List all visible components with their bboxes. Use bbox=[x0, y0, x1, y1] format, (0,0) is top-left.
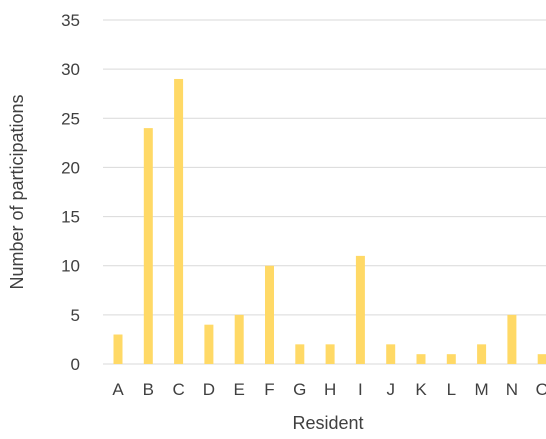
y-tick-label: 30 bbox=[61, 60, 80, 79]
bar-F bbox=[265, 265, 274, 364]
y-tick-label: 15 bbox=[61, 208, 80, 227]
bar-A bbox=[113, 334, 123, 364]
bar-E bbox=[234, 314, 244, 364]
y-tick-label: 10 bbox=[61, 257, 80, 276]
bar-G bbox=[295, 344, 305, 364]
bar-B bbox=[143, 128, 153, 364]
x-tick-label: M bbox=[475, 380, 489, 399]
y-axis-title: Number of participations bbox=[7, 94, 27, 289]
x-tick-label: A bbox=[112, 380, 124, 399]
bar-K bbox=[416, 354, 426, 364]
y-tick-label: 20 bbox=[61, 158, 80, 177]
y-tick-label: 25 bbox=[61, 109, 80, 128]
y-tick-label: 5 bbox=[71, 306, 80, 325]
x-tick-label: G bbox=[293, 380, 306, 399]
bar-C bbox=[174, 78, 184, 364]
gridlines bbox=[103, 19, 546, 365]
bars bbox=[113, 78, 546, 364]
x-tick-label: F bbox=[264, 380, 274, 399]
x-tick-label: O bbox=[536, 380, 546, 399]
x-axis-title: Resident bbox=[292, 413, 363, 433]
bar-D bbox=[204, 324, 214, 364]
x-tick-label: B bbox=[143, 380, 154, 399]
bar-H bbox=[325, 344, 335, 364]
x-tick-label: I bbox=[358, 380, 363, 399]
bar-I bbox=[355, 255, 365, 364]
x-tick-label: L bbox=[447, 380, 456, 399]
bar-L bbox=[446, 354, 456, 364]
x-tick-label: J bbox=[386, 380, 395, 399]
y-tick-label: 0 bbox=[71, 355, 80, 374]
bar-N bbox=[507, 314, 517, 364]
x-tick-label: E bbox=[234, 380, 245, 399]
x-tick-label: K bbox=[415, 380, 427, 399]
x-tick-label: C bbox=[172, 380, 184, 399]
bar-M bbox=[477, 344, 487, 364]
x-tick-label: H bbox=[324, 380, 336, 399]
bar-J bbox=[386, 344, 396, 364]
x-tick-label: D bbox=[203, 380, 215, 399]
x-tick-label: N bbox=[506, 380, 518, 399]
bar-O bbox=[537, 354, 546, 364]
y-tick-labels: 0 5 10 15 20 25 30 35 bbox=[61, 11, 80, 374]
y-tick-label: 35 bbox=[61, 11, 80, 30]
